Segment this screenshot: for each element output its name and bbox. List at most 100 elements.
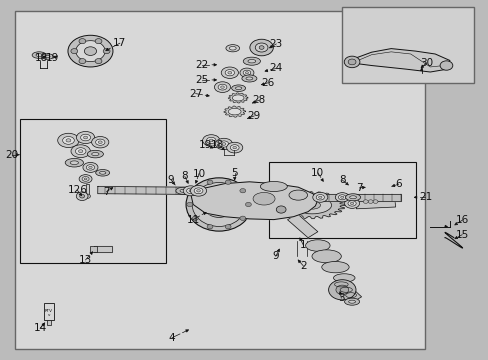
- Ellipse shape: [333, 274, 354, 282]
- Ellipse shape: [312, 192, 327, 202]
- Ellipse shape: [194, 188, 203, 194]
- Circle shape: [76, 192, 88, 201]
- Circle shape: [95, 59, 102, 64]
- Circle shape: [276, 206, 285, 213]
- Circle shape: [367, 200, 372, 203]
- Ellipse shape: [245, 77, 252, 80]
- Ellipse shape: [91, 136, 109, 148]
- Text: 28: 28: [252, 95, 265, 105]
- Ellipse shape: [44, 55, 50, 58]
- Ellipse shape: [247, 59, 255, 63]
- Ellipse shape: [176, 187, 190, 194]
- Ellipse shape: [321, 261, 348, 273]
- Ellipse shape: [226, 142, 243, 153]
- Text: 26: 26: [261, 78, 274, 88]
- Circle shape: [344, 56, 359, 68]
- Ellipse shape: [231, 85, 245, 91]
- Circle shape: [245, 202, 251, 207]
- Text: 21: 21: [418, 192, 431, 202]
- Text: 18: 18: [35, 53, 48, 63]
- Polygon shape: [278, 192, 345, 219]
- Circle shape: [372, 200, 377, 203]
- Ellipse shape: [288, 190, 307, 200]
- Bar: [342, 7, 473, 83]
- Circle shape: [103, 49, 110, 54]
- Ellipse shape: [211, 199, 226, 210]
- Ellipse shape: [249, 39, 273, 56]
- Ellipse shape: [78, 150, 83, 153]
- Ellipse shape: [318, 196, 321, 198]
- Bar: [90, 246, 97, 252]
- Ellipse shape: [83, 162, 98, 172]
- Text: 13: 13: [79, 255, 92, 265]
- Ellipse shape: [41, 54, 53, 59]
- Text: 7: 7: [103, 186, 110, 197]
- Circle shape: [95, 39, 102, 44]
- Text: 15: 15: [454, 230, 468, 240]
- Polygon shape: [94, 246, 112, 252]
- Circle shape: [192, 216, 198, 220]
- Ellipse shape: [214, 82, 230, 93]
- Text: 23: 23: [269, 39, 283, 49]
- Ellipse shape: [185, 178, 252, 231]
- Ellipse shape: [292, 197, 331, 214]
- Circle shape: [186, 202, 192, 207]
- Ellipse shape: [188, 190, 192, 192]
- Polygon shape: [224, 106, 245, 117]
- Ellipse shape: [345, 194, 360, 201]
- Ellipse shape: [218, 84, 226, 90]
- Bar: [47, 320, 51, 325]
- Ellipse shape: [229, 46, 236, 50]
- Bar: [268, 162, 415, 238]
- Circle shape: [71, 49, 78, 54]
- Polygon shape: [190, 182, 317, 220]
- Circle shape: [79, 59, 86, 64]
- Ellipse shape: [227, 71, 231, 74]
- Ellipse shape: [242, 75, 256, 82]
- Polygon shape: [228, 93, 247, 103]
- Circle shape: [439, 61, 452, 70]
- Ellipse shape: [221, 67, 238, 78]
- Ellipse shape: [235, 87, 242, 90]
- Circle shape: [79, 39, 86, 44]
- Ellipse shape: [303, 201, 320, 209]
- Ellipse shape: [76, 41, 105, 62]
- Ellipse shape: [222, 143, 225, 145]
- Bar: [44, 303, 54, 320]
- Ellipse shape: [228, 108, 241, 115]
- Text: 9: 9: [167, 175, 174, 185]
- Ellipse shape: [87, 150, 103, 158]
- Text: 10: 10: [192, 168, 205, 179]
- Ellipse shape: [86, 165, 94, 170]
- Ellipse shape: [89, 166, 92, 168]
- Ellipse shape: [100, 171, 105, 174]
- Ellipse shape: [316, 194, 324, 200]
- Ellipse shape: [203, 192, 235, 217]
- Text: 14: 14: [33, 323, 47, 333]
- Ellipse shape: [71, 145, 90, 158]
- Ellipse shape: [58, 133, 79, 148]
- Ellipse shape: [92, 153, 99, 156]
- Ellipse shape: [65, 158, 83, 167]
- Text: 8: 8: [338, 175, 345, 185]
- Circle shape: [240, 189, 245, 193]
- Text: 30: 30: [419, 58, 432, 68]
- Ellipse shape: [219, 141, 228, 147]
- Ellipse shape: [206, 137, 216, 144]
- Circle shape: [335, 285, 348, 294]
- Ellipse shape: [338, 195, 346, 200]
- Ellipse shape: [232, 95, 244, 101]
- Ellipse shape: [36, 54, 42, 57]
- Text: 29: 29: [247, 111, 261, 121]
- Ellipse shape: [305, 240, 329, 251]
- Ellipse shape: [83, 136, 87, 139]
- Ellipse shape: [311, 250, 341, 263]
- Ellipse shape: [81, 134, 90, 141]
- Ellipse shape: [230, 145, 239, 150]
- Circle shape: [206, 225, 212, 229]
- Ellipse shape: [215, 138, 232, 150]
- Ellipse shape: [68, 35, 113, 67]
- Circle shape: [80, 194, 84, 198]
- Circle shape: [84, 194, 90, 198]
- Bar: [15, 11, 425, 349]
